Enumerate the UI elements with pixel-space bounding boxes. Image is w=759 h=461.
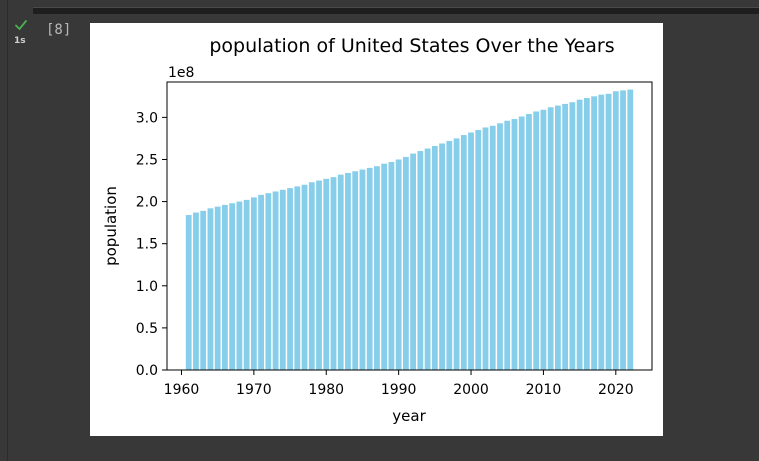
bar-2012	[555, 105, 561, 370]
bar-2007	[518, 116, 525, 370]
x-axis-ticks: 1960 1970 1980 1990 2000 2010 2020	[164, 370, 634, 398]
bar-1994	[424, 148, 431, 370]
bar-1967	[229, 203, 236, 370]
bar-1961	[185, 215, 192, 370]
gutter-line	[7, 0, 8, 461]
cell-output: population of United States Over the Yea…	[90, 23, 663, 436]
chart-title: population of United States Over the Yea…	[209, 35, 614, 57]
bar-1965	[214, 206, 221, 370]
cell-divider-bar	[33, 7, 759, 14]
bar-1973	[272, 191, 279, 370]
bar-1982	[337, 174, 344, 370]
bars-group	[185, 89, 634, 371]
bar-2022	[627, 89, 634, 370]
bar-2001	[475, 130, 482, 370]
bar-1970	[250, 197, 257, 370]
bar-1969	[243, 199, 250, 370]
bar-2009	[533, 111, 540, 370]
bar-2011	[547, 107, 554, 370]
bar-1984	[352, 171, 359, 370]
x-tick-label: 1970	[236, 382, 272, 398]
bar-1989	[388, 162, 395, 370]
bar-2008	[526, 114, 532, 370]
bar-1987	[374, 166, 380, 370]
bar-1971	[258, 194, 264, 370]
bar-2014	[569, 102, 576, 371]
bar-2019	[605, 93, 612, 370]
bar-2006	[511, 119, 518, 370]
bar-1976	[294, 186, 301, 370]
cell-execution-status[interactable]: 1s	[10, 18, 32, 50]
bar-2004	[497, 123, 503, 370]
bar-1981	[330, 177, 337, 370]
bar-1990	[395, 159, 402, 370]
bar-2016	[583, 98, 590, 370]
bar-1991	[402, 156, 409, 370]
bar-1977	[301, 184, 308, 370]
bar-1998	[453, 138, 460, 370]
x-tick-label: 1980	[308, 382, 344, 398]
bar-2003	[489, 125, 496, 370]
y-offset-label: 1e8	[168, 65, 194, 81]
y-axis-ticks: 0.0 0.5 1.0 1.5 2.0 2.5 3.0	[136, 110, 167, 379]
bar-1993	[417, 151, 424, 370]
bar-2010	[540, 109, 547, 370]
y-tick-label: 1.0	[136, 279, 158, 295]
bar-2020	[612, 91, 619, 370]
x-tick-label: 2010	[526, 382, 562, 398]
x-axis-label: year	[392, 407, 426, 425]
bar-1983	[345, 172, 351, 370]
bar-1986	[366, 167, 373, 370]
bar-chart: population of United States Over the Yea…	[102, 35, 653, 425]
y-tick-label: 1.5	[136, 237, 158, 253]
bar-2013	[562, 103, 569, 370]
bar-1997	[446, 140, 453, 370]
bar-2005	[504, 120, 511, 371]
bar-1972	[265, 193, 272, 370]
bar-1985	[359, 169, 366, 370]
y-tick-label: 2.0	[136, 195, 158, 211]
execution-count: [8]	[46, 22, 72, 38]
bar-2015	[576, 99, 583, 371]
x-tick-label: 2000	[453, 382, 489, 398]
bar-1980	[323, 178, 330, 370]
bar-1962	[193, 212, 199, 370]
bar-2002	[482, 127, 489, 370]
bar-1999	[460, 135, 467, 370]
y-tick-label: 3.0	[136, 110, 158, 126]
bar-1979	[316, 180, 322, 370]
bar-1966	[222, 204, 228, 370]
y-tick-label: 2.5	[136, 152, 158, 168]
bar-2017	[591, 96, 597, 370]
bar-2021	[620, 90, 626, 371]
bar-1996	[439, 143, 445, 370]
x-tick-label: 1990	[381, 382, 417, 398]
x-tick-label: 1960	[164, 382, 200, 398]
bar-1963	[200, 210, 207, 370]
plot-frame	[166, 81, 653, 371]
bar-1992	[410, 153, 417, 370]
y-tick-label: 0.0	[136, 363, 158, 379]
bar-1988	[381, 163, 388, 370]
bar-1995	[431, 146, 438, 370]
bar-2018	[598, 94, 605, 370]
check-icon	[15, 20, 27, 30]
bar-1978	[308, 182, 315, 370]
x-tick-label: 2020	[598, 382, 634, 398]
execution-time: 1s	[14, 36, 26, 46]
bar-1964	[207, 208, 214, 370]
y-axis-label: population	[102, 186, 120, 266]
bar-1968	[236, 201, 243, 370]
y-tick-label: 0.5	[136, 321, 158, 337]
bar-1974	[279, 189, 286, 370]
bar-2000	[468, 132, 474, 370]
bar-1975	[287, 188, 293, 370]
